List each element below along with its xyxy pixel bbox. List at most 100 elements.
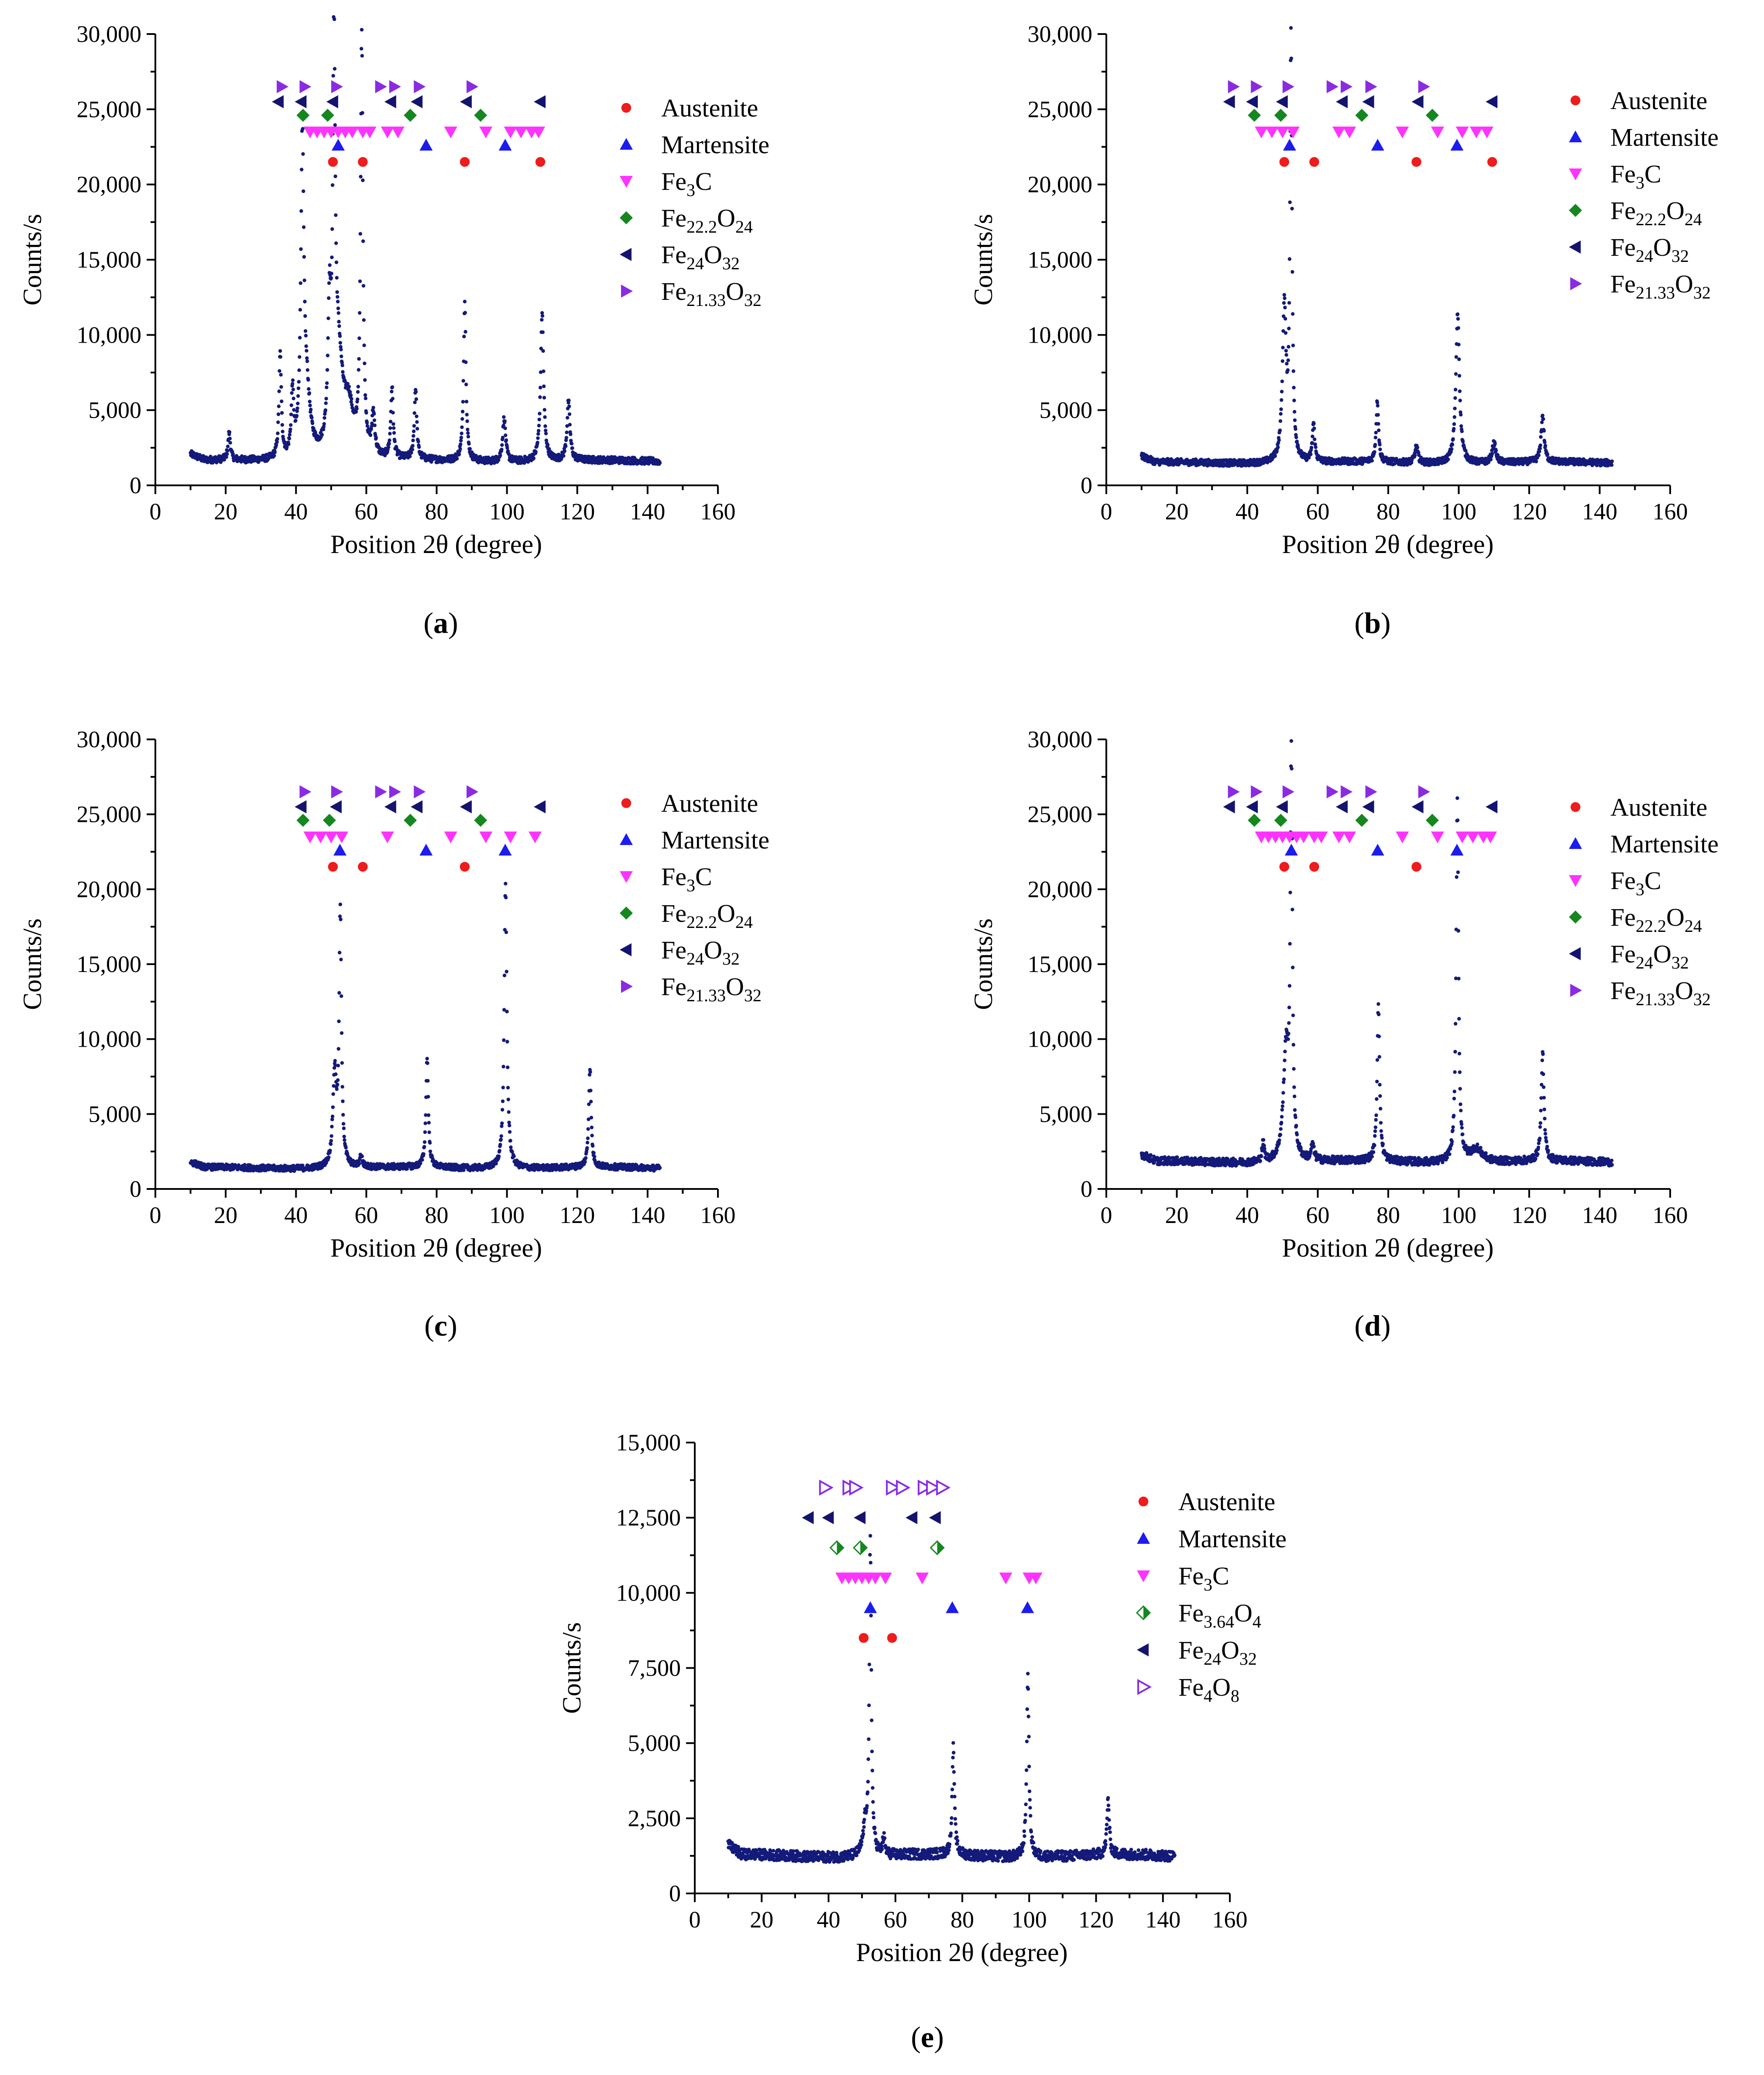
x-tick-label: 100 [1441,1202,1476,1228]
y-tick-label: 20,000 [1028,876,1093,902]
data-point [535,440,539,445]
data-point [498,1143,502,1147]
legend: AusteniteMartensiteFe3CFe22.2O24Fe24O32F… [1569,86,1719,302]
data-point [497,1154,501,1158]
data-point [307,387,311,391]
phase-marker-tri-up [1371,139,1384,151]
phase-marker-circle [1487,157,1497,167]
data-point [423,1130,427,1134]
data-point [1287,257,1292,261]
data-point [567,412,572,416]
data-point [467,442,471,446]
data-point [279,373,283,377]
data-point [412,429,416,433]
legend-marker-tri-left [620,943,631,956]
data-point [1373,436,1378,440]
data-point [372,418,377,423]
data-point [1291,965,1295,969]
phase-marker-tri-right [299,80,312,93]
phase-marker-tri-right [1365,80,1377,93]
data-point [1454,372,1458,376]
data-point [1291,312,1295,316]
x-tick-label: 100 [489,1202,525,1228]
data-point [537,423,541,428]
data-point [463,299,467,304]
data-point [1293,410,1297,414]
legend-entry: Fe22.2O24 [661,204,753,237]
data-point [412,411,416,415]
data-point [459,442,463,447]
data-point [411,438,415,443]
data-point [658,461,662,465]
data-point [320,433,324,437]
data-point [504,930,508,934]
data-point [1610,459,1614,464]
phase-marker-tri-down [529,831,542,844]
data-point [426,1079,430,1083]
data-point [326,336,330,340]
data-point [463,330,467,334]
data-point [281,429,285,433]
data-point [586,1127,590,1131]
data-point [426,1113,431,1117]
data-point [1309,452,1313,457]
phase-marker-tri-left [384,95,396,109]
data-point [325,368,329,372]
data-point [565,424,569,428]
data-point [422,1152,426,1156]
phase-marker-diamond [323,814,336,827]
data-point [1534,460,1538,464]
phase-marker-tri-down [504,127,517,139]
data-point [274,443,278,447]
data-point [539,370,543,374]
phase-marker-diamond [474,814,487,827]
data-point [337,951,342,955]
data-point [1280,390,1284,394]
phase-marker-tri-down [1431,127,1445,139]
x-tick-label: 160 [1653,498,1688,525]
data-point [1294,1115,1297,1119]
data-point [296,394,300,398]
data-point [391,422,395,426]
data-point [1339,1154,1343,1158]
x-tick-label: 140 [1582,498,1617,525]
phase-marker-tri-up [331,139,345,151]
data-point [498,1149,501,1153]
data-point [566,416,570,420]
phase-marker-tri-left [295,95,307,109]
data-point [291,382,295,386]
x-tick-label: 60 [354,1202,378,1228]
data-point [388,432,392,436]
phase-marker-tri-right [389,785,401,799]
data-point [388,426,392,430]
data-point [589,1099,593,1103]
data-point [426,1061,429,1065]
data-point [305,356,309,360]
data-point [371,405,375,410]
data-point [391,397,395,401]
data-point [466,431,470,435]
data-point [340,1085,344,1089]
data-point [349,400,353,404]
data-point [474,453,478,458]
data-point [1294,1123,1298,1128]
data-point [365,421,369,425]
data-point [1283,306,1287,309]
data-point [1273,454,1277,458]
data-point [323,416,326,420]
data-point [536,429,541,433]
data-point [325,381,329,385]
data-point [412,434,415,438]
data-point [1280,1115,1284,1119]
legend-entry: Fe24O32 [661,936,740,969]
data-point [658,1166,662,1170]
phase-marker-tri-down [1332,127,1345,139]
phase-marker-circle [1279,157,1290,167]
data-point [291,378,295,382]
data-point [305,359,309,363]
data-point [1313,437,1317,441]
phase-marker-tri-down [381,127,394,139]
data-point [299,168,304,172]
phase-marker-tri-right [1228,80,1240,93]
data-point [1309,446,1314,450]
